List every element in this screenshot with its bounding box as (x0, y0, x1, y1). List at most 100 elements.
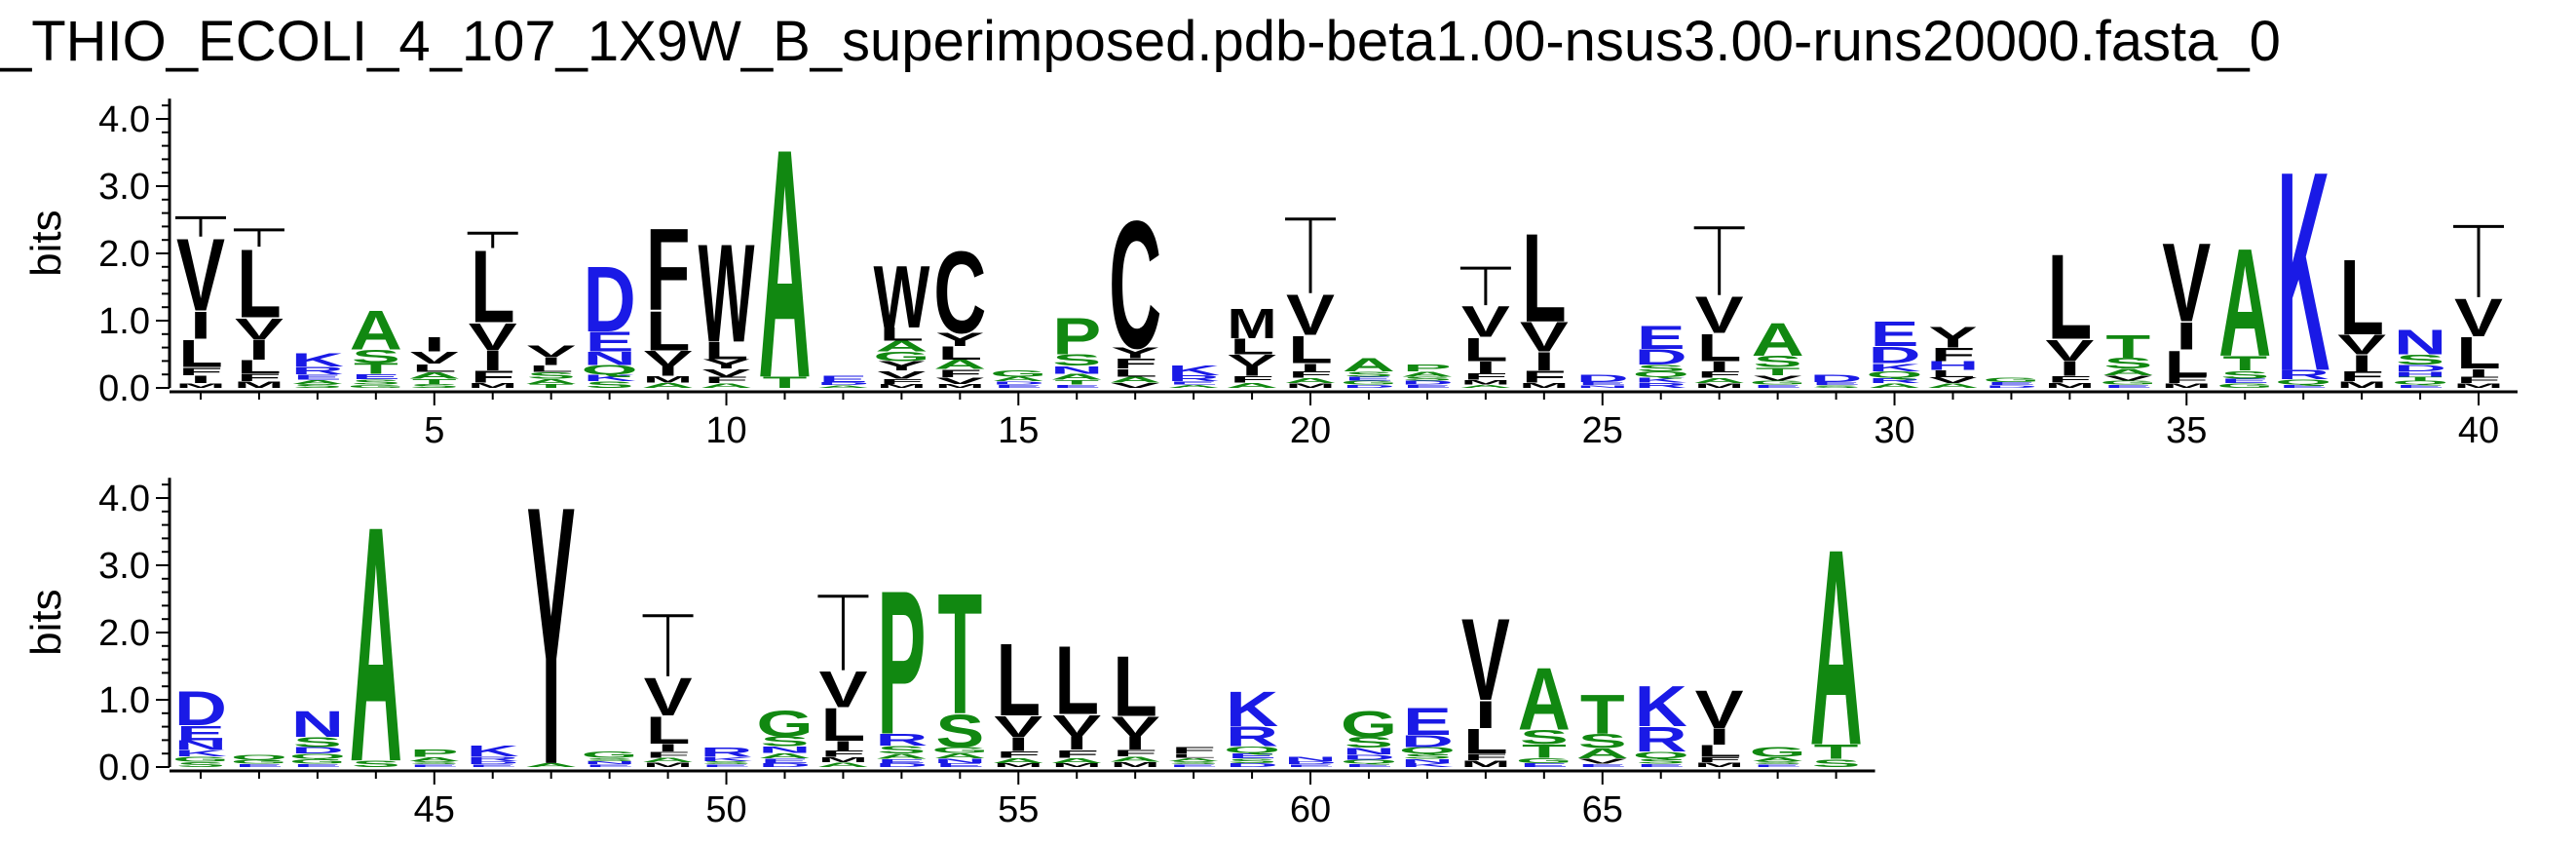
logo-letter: M (234, 379, 284, 390)
logo-letter: D (1635, 345, 1687, 369)
logo-letter: L (646, 709, 691, 752)
logo-letter: N (2394, 323, 2446, 362)
logo-letter: N (1284, 755, 1337, 762)
logo-letter: F (1230, 374, 1274, 385)
logo-letter: P (410, 747, 459, 759)
logo-letter: E (1286, 764, 1335, 768)
logo-letter: A (525, 762, 578, 768)
logo-letter: I (190, 303, 211, 347)
logo-letter: D (758, 762, 811, 768)
logo-letter: V (2162, 219, 2211, 345)
logo-letter: S (1403, 752, 1452, 760)
logo-letter: V (1578, 757, 1628, 765)
logo-letter: L (2164, 342, 2209, 384)
logo-letter: N (1050, 364, 1103, 376)
logo-letter: S (1578, 730, 1627, 753)
logo-letter: E (1345, 375, 1393, 381)
logo-letter: A (1752, 756, 1804, 762)
logo-letter: G (873, 349, 929, 364)
logo-letter: L (2456, 328, 2501, 378)
logo-letter: E (1520, 762, 1569, 768)
logo-letter: I (832, 739, 853, 753)
x-tick-label: 35 (2166, 410, 2207, 451)
logo-letter: V (935, 375, 985, 386)
logo-letter: G (1516, 756, 1572, 764)
logo-letter: D (992, 380, 1044, 385)
logo-letter: S (1520, 725, 1569, 749)
logo-letter: M (818, 755, 868, 764)
logo-letter: Q (1224, 745, 1280, 755)
logo-letter: H (1926, 359, 1979, 372)
logo-letter: F (2047, 374, 2092, 385)
logo-letter: M (175, 382, 225, 389)
logo-letter: I (657, 742, 678, 754)
logo-letter: I (540, 355, 561, 367)
logo-letter: A (758, 751, 811, 759)
logo-letter: F (1113, 356, 1157, 371)
logo-letter: A (350, 456, 402, 832)
logo-letter: S (935, 706, 984, 757)
logo-letter: P (1403, 362, 1452, 373)
x-tick-label: 15 (998, 410, 1039, 451)
logo-letter: A (1109, 755, 1161, 763)
logo-letter: T (1054, 379, 1099, 386)
logo-letter: Q (1633, 369, 1689, 379)
logo-letter: S (1754, 760, 1802, 765)
logo-letter: P (877, 548, 926, 778)
logo-letter: N (584, 760, 636, 765)
logo-letter: M (1228, 301, 1277, 348)
logo-letter: I (657, 365, 678, 379)
y-axis-label: bits (22, 589, 70, 655)
logo-column: NED (1576, 371, 1629, 388)
logo-letter: A (1810, 491, 1863, 805)
logo-letter: K (467, 743, 519, 759)
logo-letter: M (2162, 382, 2212, 389)
logo-letter: I (1066, 733, 1087, 753)
logo-letter: E (702, 764, 751, 768)
logo-letter: R (2277, 367, 2330, 382)
figure-title: _THIO_ECOLI_4_107_1X9W_B_superimposed.pd… (0, 10, 2281, 73)
logo-letter: G (2100, 379, 2156, 385)
logo-letter: A (2102, 366, 2154, 377)
logo-letter: A (1167, 384, 1220, 389)
logo-letter: E (469, 764, 517, 768)
logo-letter: G (2216, 382, 2273, 389)
logo-letter: L (1113, 366, 1157, 379)
logo-letter: S (1637, 363, 1686, 373)
logo-letter: T (2222, 352, 2267, 375)
logo-letter: F (937, 367, 982, 380)
y-tick-label: 0.0 (98, 748, 150, 788)
logo-letter: F (646, 206, 691, 335)
logo-letter: E (1052, 384, 1101, 389)
logo-letter: I (1300, 362, 1321, 374)
logo-letter: F (1288, 369, 1333, 380)
logo-column: DEG (1983, 376, 2039, 389)
logo-letter: M (935, 383, 985, 389)
logo-letter: F (1463, 371, 1508, 382)
logo-letter: C (933, 229, 986, 359)
logo-letter: E (1169, 764, 1218, 768)
logo-letter: A (992, 375, 1044, 382)
logo-letter: W (873, 249, 929, 347)
logo-column: EGQ (231, 753, 287, 768)
logo-letter: A (992, 756, 1044, 764)
x-tick-label: 55 (998, 789, 1039, 830)
logo-letter: A (700, 382, 752, 389)
logo-letter: M (1694, 382, 1744, 389)
logo-letter: F (237, 371, 282, 384)
